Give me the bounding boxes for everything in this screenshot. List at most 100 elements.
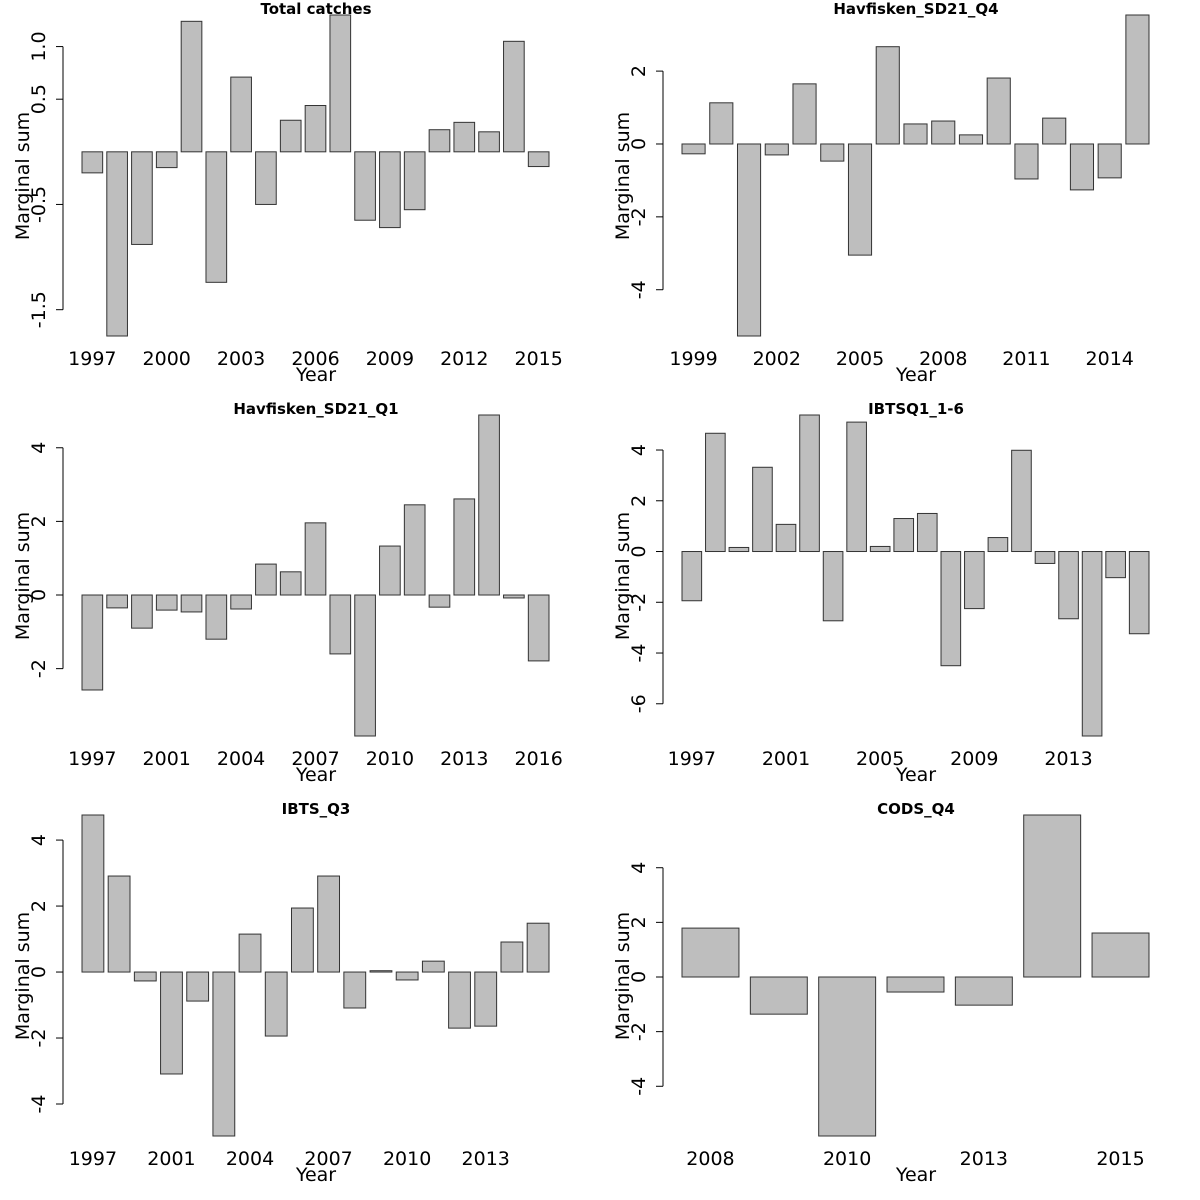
y-axis-label: Marginal sum [12,512,34,640]
bar [705,432,726,553]
bar [869,545,891,553]
y-tick-label: 4 [28,442,50,454]
x-axis-label: Year [295,764,336,786]
x-tick-label: 2010 [383,1148,431,1170]
bar [954,976,1013,1006]
x-tick-label: 2008 [686,1148,734,1170]
bar [329,594,352,655]
bar [255,151,277,205]
y-tick-label: 1.0 [28,31,50,61]
bar [1011,449,1032,553]
x-tick-label: 2009 [950,748,998,770]
bar [987,537,1009,553]
bar [820,143,845,162]
x-tick-label: 1997 [68,348,116,370]
x-tick-label: 2014 [1086,348,1134,370]
y-tick-label: -1.5 [28,291,50,328]
bar [503,40,525,153]
y-tick-label: 4 [28,834,50,846]
x-tick-label: 1999 [669,348,717,370]
y-tick-label: -2 [628,1022,650,1041]
bar [775,523,797,553]
y-tick-label: 2 [628,65,650,77]
x-axis-label: Year [295,364,336,386]
y-tick-label: -4 [628,644,650,663]
bar [792,83,817,145]
bar [958,134,984,145]
y-tick-label: 2 [628,495,650,507]
x-tick-label: 2005 [836,348,884,370]
bar [205,594,228,640]
bar [453,121,476,153]
bar [916,512,938,553]
y-tick-label: -2 [628,207,650,226]
bar [264,971,288,1037]
bar [681,551,703,602]
x-tick-label: 1997 [69,1148,117,1170]
x-tick-label: 2004 [226,1148,274,1170]
bar [931,120,956,145]
bar [186,971,210,1002]
bar [453,498,476,596]
bar [1014,143,1039,180]
bar [1081,551,1103,737]
y-axis-label: Marginal sum [612,112,634,240]
chart-title: CODS_Q4 [877,800,955,818]
y-tick-label: -6 [628,694,650,713]
x-tick-label: 2016 [514,748,562,770]
bar [875,46,900,145]
bar [846,421,867,553]
x-tick-label: 2015 [514,348,562,370]
x-tick-label: 2012 [440,348,488,370]
bar [847,143,873,256]
bar [1105,551,1126,579]
bar [255,563,277,596]
x-tick-label: 2000 [143,348,191,370]
bar [155,151,178,169]
x-tick-label: 1997 [668,748,716,770]
chart-title: Havfisken_SD21_Q1 [233,400,398,418]
bar [343,971,367,1009]
x-tick-label: 2015 [1096,1148,1144,1170]
bar [81,814,105,973]
bar [369,970,393,973]
bar [903,123,928,145]
bar [403,151,426,211]
bar [886,976,945,993]
bar [1091,932,1150,978]
x-tick-label: 2013 [1044,748,1092,770]
bar [238,933,262,973]
y-tick-label: 0 [628,138,650,150]
bar [329,14,352,153]
y-axis-label: Marginal sum [612,512,634,640]
bar [764,143,789,156]
x-axis-label: Year [895,1164,936,1186]
y-tick-label: -2 [28,659,50,678]
bar [155,594,178,611]
bar [81,151,104,174]
bar [205,151,228,283]
bar [728,546,750,553]
x-tick-label: 2001 [147,1148,195,1170]
bar [133,971,157,982]
x-tick-label: 2010 [366,748,414,770]
bar [1042,117,1067,145]
bar [304,105,327,153]
bar [527,594,550,662]
x-tick-label: 2011 [1002,348,1050,370]
chart-title: Havfisken_SD21_Q4 [833,0,998,18]
bar [1034,551,1056,564]
x-tick-label: 2013 [960,1148,1008,1170]
bar [500,941,524,973]
bar [1097,143,1122,179]
bar [354,594,376,737]
bar [986,77,1011,145]
bar [1069,143,1095,191]
bar [822,551,844,622]
chart-title: IBTSQ1_1-6 [868,400,964,418]
chart-title: Total catches [260,0,371,18]
bar [736,143,762,337]
bar [395,971,419,981]
